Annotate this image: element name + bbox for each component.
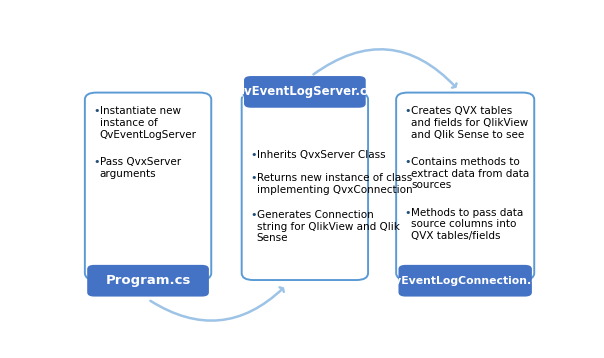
Text: Contains methods to
extract data from data
sources: Contains methods to extract data from da… [411, 157, 529, 190]
Text: •: • [93, 106, 100, 116]
Text: •: • [405, 208, 411, 218]
FancyBboxPatch shape [396, 93, 535, 280]
FancyBboxPatch shape [244, 76, 366, 108]
FancyBboxPatch shape [399, 265, 532, 296]
Text: QvEventLogServer.cs: QvEventLogServer.cs [235, 86, 375, 98]
Text: QvEventLogConnection.cs: QvEventLogConnection.cs [385, 276, 545, 286]
Text: Generates Connection
string for QlikView and Qlik
Sense: Generates Connection string for QlikView… [257, 210, 399, 243]
Text: Instantiate new
instance of
QvEventLogServer: Instantiate new instance of QvEventLogSe… [100, 106, 197, 140]
Text: •: • [93, 157, 100, 167]
Text: •: • [405, 106, 411, 116]
Text: •: • [250, 173, 257, 183]
Text: Creates QVX tables
and fields for QlikView
and Qlik Sense to see: Creates QVX tables and fields for QlikVi… [411, 106, 528, 140]
Text: Methods to pass data
source columns into
QVX tables/fields: Methods to pass data source columns into… [411, 208, 524, 241]
Text: Program.cs: Program.cs [105, 274, 191, 287]
Text: •: • [250, 150, 257, 160]
Text: •: • [250, 210, 257, 220]
Text: Pass QvxServer
arguments: Pass QvxServer arguments [100, 157, 181, 179]
Text: Inherits QvxServer Class: Inherits QvxServer Class [257, 150, 385, 160]
FancyBboxPatch shape [85, 93, 211, 280]
FancyBboxPatch shape [87, 265, 209, 296]
Text: •: • [405, 157, 411, 167]
Text: Returns new instance of class
implementing QvxConnection: Returns new instance of class implementi… [257, 173, 413, 195]
FancyBboxPatch shape [242, 93, 368, 280]
